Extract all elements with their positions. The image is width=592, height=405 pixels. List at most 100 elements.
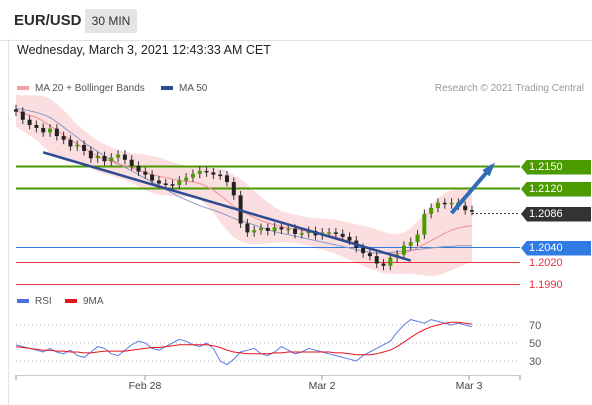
candle-body [265,227,270,231]
candle-body [374,256,379,264]
candle-body [136,165,141,172]
header-bar: EUR/USD 30 MIN [0,0,592,41]
candle-body [61,136,66,140]
x-tick-label: Feb 28 [129,380,162,392]
bollinger-band [16,94,472,277]
x-tick-label: Mar 2 [309,380,336,392]
candle-body [197,170,202,174]
price-label-1.2020: 1.2020 [529,256,563,269]
legend-ma20: MA 20 + Bollinger Bands [17,83,145,94]
candle-body [34,124,39,128]
candle-body [88,150,93,159]
candle-body [361,247,366,254]
legend-ma50-label: MA 50 [179,83,208,94]
candle-body [231,182,236,196]
candle-body [48,128,53,133]
rsi-level-label: 30 [529,356,541,368]
candle-body [293,228,298,234]
datetime-label: Wednesday, March 3, 2021 12:43:33 AM CET [17,43,271,57]
candle-body [190,173,195,178]
candle-body [415,234,420,243]
rsi-level-label: 50 [529,338,541,350]
trendline [42,151,412,262]
symbol-title: EUR/USD [14,12,82,29]
projection-arrow [450,164,494,215]
candle-body [20,111,25,120]
candle-body [259,227,264,231]
candle-body [401,245,406,255]
candle-body [442,202,447,205]
candle-body [75,144,80,147]
interval-button[interactable]: 30 MIN [85,9,137,33]
legend-ma9-label: 9MA [83,296,104,307]
candle-body [170,184,175,186]
price-label-1.2086: 1.2086 [521,206,591,222]
candle-body [272,227,277,231]
candle-body [347,236,352,241]
candle-body [252,230,257,233]
legend-ma9-swatch [65,299,77,304]
candle-body [204,170,209,173]
legend-rsi: RSI [17,296,52,307]
x-tick-label: Mar 3 [456,380,483,392]
candle-body [82,144,87,151]
candle-body [286,228,291,231]
candle-body [129,159,134,166]
candle-body [463,205,468,211]
candle-body [470,210,474,212]
candle-body [95,156,100,159]
candle-body [14,109,18,112]
legend-rsi-label: RSI [35,296,52,307]
candle-body [327,232,332,234]
candle-body [143,171,148,175]
rsi-level-label: 70 [529,320,541,332]
projection-arrow-head [482,162,496,177]
price-label-1.2150: 1.2150 [521,159,591,175]
candle-body [184,177,189,181]
candle-body [218,174,223,177]
candle-body [177,180,182,185]
candle-body [245,223,250,233]
rsi-line [15,319,473,366]
candle-body [408,242,413,246]
legend-ma50: MA 50 [161,83,207,94]
legend-ma20-label: MA 20 + Bollinger Bands [35,83,145,94]
candle-body [299,233,304,235]
credit-text: Research © 2021 Trading Central [434,83,584,94]
candle-body [41,127,46,133]
candle-body [156,180,161,184]
candle-body [429,207,434,214]
candle-body [68,139,73,147]
candle-body [367,253,372,257]
candle-body [381,263,386,266]
candle-body [435,202,440,208]
candle-body [116,154,121,158]
candle-body [54,128,59,137]
candle-body [449,202,454,205]
candle-body [333,232,338,234]
price-label-1.1990: 1.1990 [529,278,563,291]
candle-body [279,227,284,230]
rsi-ma9-line [15,321,473,356]
candle-body [102,156,107,162]
candle-body [27,119,32,125]
ma50-line [15,108,472,254]
candle-body [109,157,114,162]
candle-body [224,175,229,183]
candle-body [340,233,345,237]
candle-body [306,230,311,234]
candle-body [422,213,427,235]
price-label-1.2120: 1.2120 [521,181,591,197]
candle-body [163,183,168,185]
legend-ma20-swatch [17,86,29,91]
legend-ma9: 9MA [65,296,104,307]
candle-body [211,172,216,175]
legend-rsi-swatch [17,299,29,304]
candle-body [388,257,393,266]
legend-ma50-swatch [161,86,173,91]
chart-frame [8,39,592,405]
candle-body [150,174,155,181]
price-label-1.2040: 1.2040 [521,240,591,256]
candle-body [122,154,127,160]
